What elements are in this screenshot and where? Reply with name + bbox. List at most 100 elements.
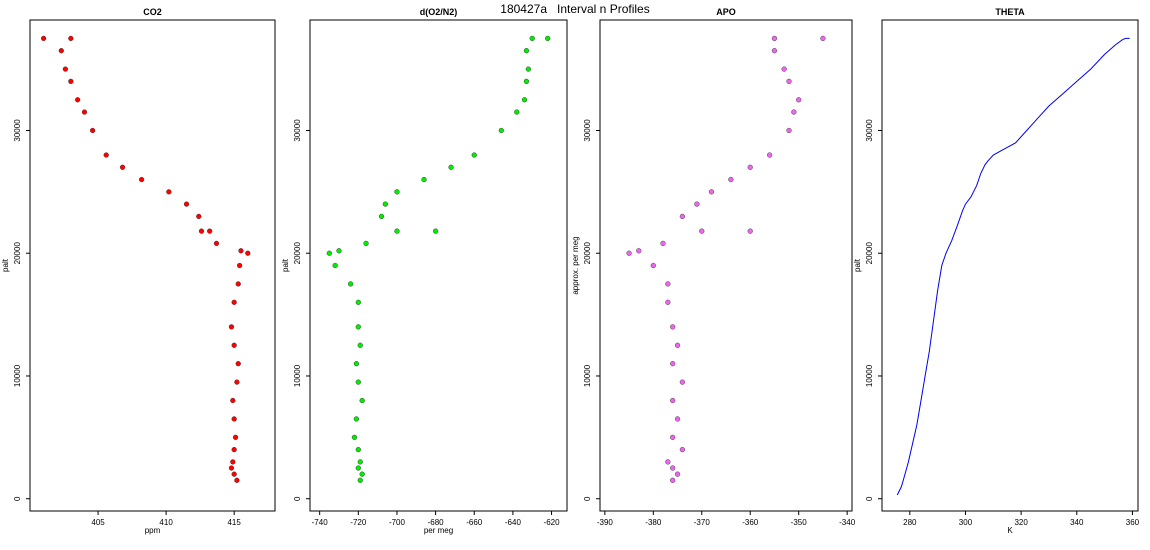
data-point [363,240,369,247]
data-point [58,48,64,54]
chart-panel-0: CO2 405 410 415 ppm 0 10000 20000 30000 palt [1,7,276,535]
data-point [357,459,363,465]
y-tick-label: 0 [865,496,874,501]
data-point [514,109,520,115]
x-axis-label: per meg [424,526,453,535]
data-point [747,228,753,234]
data-point [228,465,235,471]
data-point [231,447,237,453]
data-point [353,416,359,422]
data-point [198,228,205,234]
data-point [781,66,787,72]
y-axis-label: palt [853,258,862,272]
y-tick-label: 30000 [865,119,874,142]
data-point [81,109,88,115]
x-tick-label: -620 [544,518,561,527]
data-point [231,299,237,305]
data-point [75,97,81,103]
data-point [523,78,530,84]
data-point [674,342,681,348]
plot-frame [881,19,1139,512]
data-point [103,152,109,158]
data-point [747,164,753,170]
data-point [674,471,681,477]
x-tick-label: -380 [645,518,662,527]
chart-panel-2: APO -390 -380 -370 -360 -350 -340 0 10000 20000 30… [571,7,856,527]
data-point [41,35,47,42]
data-point [237,262,243,269]
data-point [636,248,642,254]
data-point [699,228,705,234]
data-point [665,299,671,305]
data-point [523,48,530,54]
data-point [332,262,338,269]
x-tick-label: -660 [466,518,483,527]
data-point [353,361,359,367]
data-point [231,416,237,422]
x-tick-label: -640 [505,518,522,527]
y-tick-label: 10000 [865,364,874,387]
y-tick-label: 10000 [293,364,302,387]
data-point [139,176,145,183]
data-point [235,361,241,367]
data-point [767,152,773,158]
data-point [674,416,681,422]
y-tick-label: 10000 [13,364,22,387]
x-axis-label: ppm [145,526,161,535]
data-point [771,35,778,42]
x-tick-label: -340 [839,518,856,527]
data-point [679,213,685,220]
x-tick-label: -720 [350,518,367,527]
data-point [665,281,671,287]
data-point [626,250,632,256]
x-tick-label: 300 [959,518,973,527]
data-point [355,447,361,453]
data-point [326,250,332,256]
data-point [351,434,358,440]
x-tick-label: 280 [903,518,917,527]
plot-frame [309,19,568,512]
x-tick-label: 405 [91,518,105,527]
series-line [896,37,1130,496]
data-point [421,176,427,183]
plot-frame [599,19,853,512]
data-point [68,35,74,42]
data-point [359,471,365,477]
y-tick-label: 30000 [13,119,22,142]
data-point [791,109,797,115]
data-point [820,35,826,42]
y-tick-label: 20000 [13,242,22,265]
data-point [670,361,676,367]
data-point [670,465,676,471]
x-tick-label: 415 [227,518,241,527]
x-tick-label: -740 [312,518,329,527]
data-point [355,324,361,330]
data-point [207,228,213,234]
data-point [357,477,363,483]
data-point [728,176,734,183]
y-tick-label: 0 [13,496,22,501]
data-point [347,281,354,287]
x-tick-label: -390 [597,518,614,527]
y-tick-label: 30000 [293,119,302,142]
data-point [694,201,700,207]
data-point [650,262,656,269]
data-point [786,127,792,134]
y-tick-label: 20000 [865,242,874,265]
figure-title: 180427a Interval n Profiles [500,2,650,16]
x-tick-label: -350 [791,518,808,527]
data-point [394,189,400,195]
data-point [234,477,240,483]
y-tick-label: 20000 [583,242,592,265]
data-point [786,78,792,84]
data-point [498,127,504,134]
data-point [166,189,172,195]
data-point [238,248,244,254]
y-tick-label: 0 [293,496,302,501]
data-point [471,152,477,158]
panel-title: d(O2/N2) [420,7,458,17]
data-point [660,240,666,247]
data-point [525,66,531,72]
y-tick-label: 0 [583,496,592,501]
